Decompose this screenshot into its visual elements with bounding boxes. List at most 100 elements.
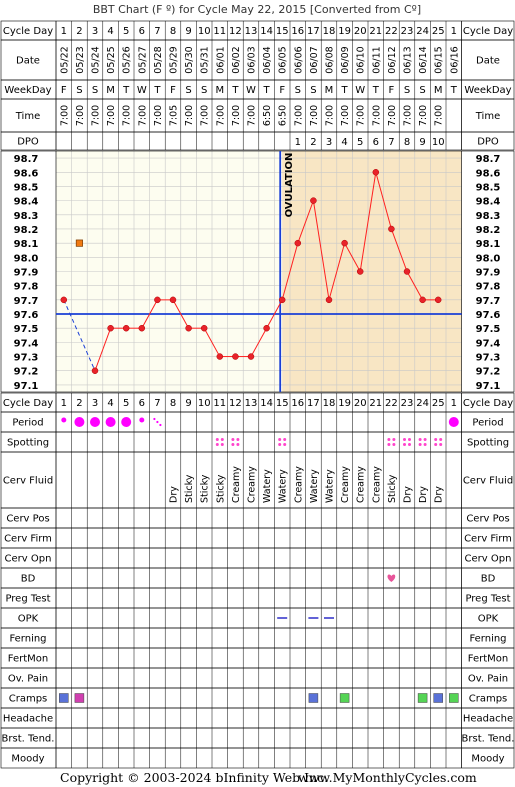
- tick-label-cycle-day-lower: 18: [323, 398, 336, 409]
- row-label-right-period: Period: [472, 418, 503, 429]
- series-segment: [203, 327, 221, 357]
- period-heavy-dot: [105, 417, 116, 427]
- tick-label-cycle-day-lower: 13: [245, 398, 258, 409]
- tick-label-time: 7:00: [434, 105, 445, 126]
- row-label-ferning: Ferning: [9, 634, 46, 645]
- tick-label-weekday: S: [185, 85, 191, 96]
- tick-label-time: 7:00: [106, 105, 117, 126]
- row-label-time: Time: [15, 111, 40, 122]
- tick-label-cycle-day: 4: [107, 26, 113, 37]
- tick-label-cycle-day: 1: [451, 26, 457, 37]
- tick-label-cycle-day-lower: 10: [198, 398, 211, 409]
- spotting-dot: [418, 443, 422, 446]
- spotting-dot: [392, 443, 396, 446]
- tick-label-time: 7:00: [215, 105, 226, 126]
- y-tick-label: 97.6: [14, 310, 39, 321]
- cerv-fluid-label: Sticky: [184, 474, 195, 503]
- tick-label-weekday: S: [310, 85, 316, 96]
- y-tick-label-right: 97.5: [476, 324, 501, 335]
- tick-label-cycle-day-lower: 20: [354, 398, 367, 409]
- spotting-dot: [236, 443, 240, 446]
- grid-layer: Cycle Day Cycle Day Date Date WeekDay WeekDay…: [0, 20, 515, 769]
- dpo-label: 6: [373, 137, 379, 148]
- tick-label-weekday: W: [246, 85, 256, 96]
- tick-label-time: 7:00: [231, 105, 242, 126]
- period-heavy-dot: [121, 417, 132, 427]
- spotting-dot: [423, 438, 427, 441]
- tick-label-time: 7:00: [200, 105, 211, 126]
- dpo-label: 4: [341, 137, 347, 148]
- tick-label-cycle-day: 24: [416, 26, 429, 37]
- row-box: [0, 747, 515, 769]
- cerv-fluid-label: Watery: [262, 469, 273, 503]
- tick-label-cycle-day: 2: [76, 26, 82, 37]
- tick-label-date: 06/05: [278, 46, 289, 73]
- row-label-ov_pain: Ov. Pain: [8, 674, 48, 685]
- period-heavy-dot: [448, 417, 459, 427]
- series-segment: [141, 299, 158, 329]
- tick-label-weekday: M: [106, 85, 115, 96]
- spotting-dot: [408, 438, 411, 441]
- tick-label-cycle-day: 13: [245, 26, 258, 37]
- cramps-square: [449, 693, 459, 703]
- dpo-label: 9: [419, 137, 425, 148]
- series-segment: [312, 200, 330, 300]
- cerv-fluid-label: Watery: [309, 469, 320, 503]
- spotting-dot: [423, 443, 427, 446]
- tick-label-cycle-day-lower: 15: [276, 398, 289, 409]
- spotting-dot: [220, 443, 224, 446]
- tick-label-cycle-day-lower: 9: [185, 398, 191, 409]
- y-tick-label-right: 98.6: [476, 168, 501, 179]
- dpo-label: 7: [388, 137, 394, 148]
- tick-label-weekday: F: [170, 85, 176, 96]
- row-label-right-bd: BD: [481, 574, 496, 585]
- tick-label-date: 06/04: [262, 46, 273, 73]
- period-light-dot: [61, 417, 67, 423]
- tick-label-cycle-day-lower: 7: [154, 398, 160, 409]
- series-segment: [344, 242, 361, 272]
- tick-label-cycle-day: 9: [185, 26, 191, 37]
- y-tick-label: 98.0: [14, 253, 39, 264]
- tick-label-cycle-day-lower: 8: [170, 398, 176, 409]
- tick-label-date: 06/16: [449, 46, 460, 73]
- cerv-fluid-label: Creamy: [247, 466, 258, 503]
- spotting-dot: [278, 443, 282, 446]
- tick-label-cycle-day: 19: [338, 26, 351, 37]
- row-label-spotting: Spotting: [7, 438, 49, 449]
- data-point: [247, 353, 255, 360]
- y-tick-label-right: 97.6: [476, 310, 501, 321]
- tick-label-time: 7:00: [418, 105, 429, 126]
- row-label-dpo: DPO: [17, 137, 39, 148]
- data-point: [310, 197, 317, 204]
- tick-label-weekday: M: [434, 85, 443, 96]
- cramps-square: [59, 693, 69, 703]
- spotting-dot: [387, 438, 391, 441]
- tick-label-time: 7:00: [325, 105, 336, 126]
- spotting-dot: [403, 443, 406, 446]
- y-tick-label-right: 97.4: [476, 338, 501, 349]
- cerv-fluid-label: Dry: [169, 486, 180, 503]
- cramps-square: [74, 693, 85, 703]
- tick-label-time: 7:00: [356, 105, 367, 126]
- tick-label-cycle-day-lower: 1: [61, 398, 67, 409]
- series-segment: [63, 299, 96, 371]
- data-point: [278, 296, 286, 304]
- row-label-right-moody: Moody: [471, 754, 504, 765]
- cerv-fluid-label: Watery: [325, 469, 336, 503]
- row-label-right-cerv_opn: Cerv Opn: [465, 554, 512, 565]
- row-label-right-brst_tend: Brst. Tend.: [462, 734, 515, 745]
- tick-label-cycle-day: 18: [323, 26, 336, 37]
- cramps-square: [339, 693, 350, 703]
- data-point: [169, 296, 177, 304]
- dpo-label: 2: [310, 137, 316, 148]
- tick-label-cycle-day: 14: [260, 26, 273, 37]
- data-point: [325, 296, 333, 304]
- series-segment: [406, 271, 424, 301]
- cerv-fluid-label: Dry: [418, 486, 429, 503]
- ovulation-label: OVULATION: [284, 153, 295, 218]
- series-segment: [297, 200, 314, 244]
- data-point: [434, 296, 442, 304]
- tick-label-time: 7:00: [122, 105, 133, 126]
- spotting-dot: [283, 443, 287, 446]
